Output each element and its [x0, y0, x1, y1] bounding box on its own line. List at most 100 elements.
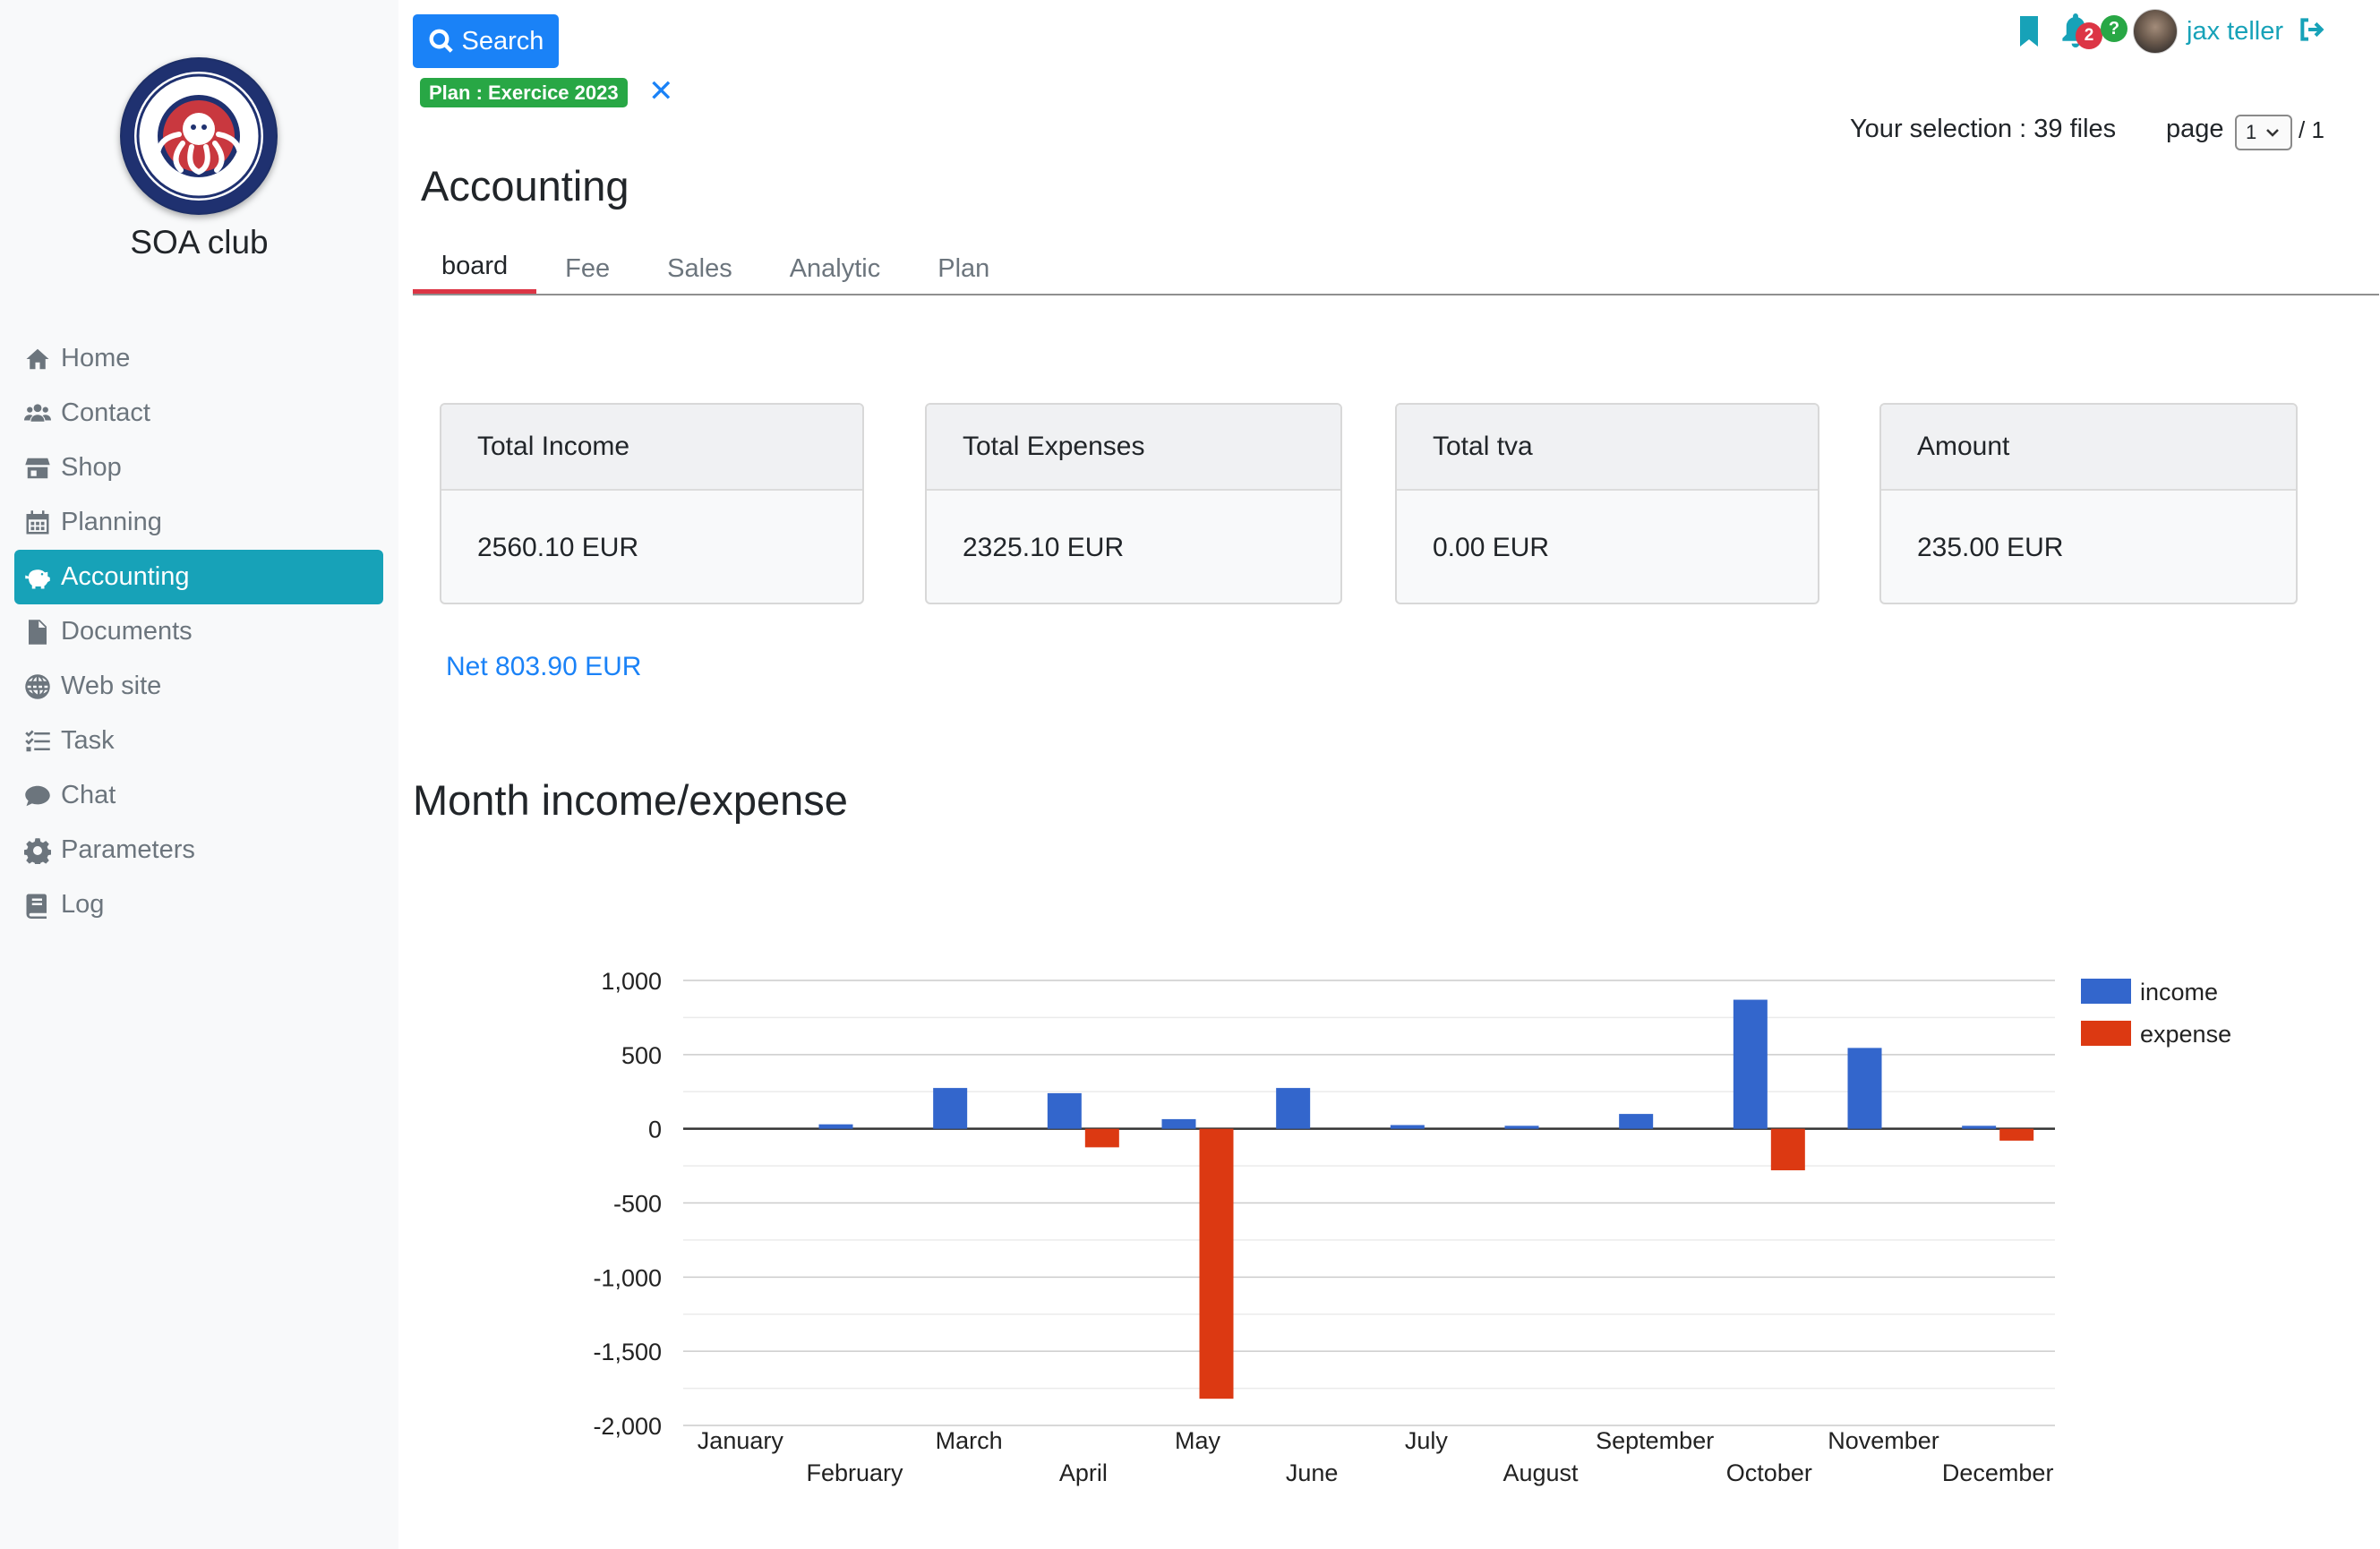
username-link[interactable]: jax teller — [2187, 16, 2283, 46]
bar-expense-october[interactable] — [1770, 1128, 1805, 1171]
search-button[interactable]: Search — [413, 14, 559, 68]
file-icon — [21, 618, 54, 646]
chart-legend: income expense — [2081, 979, 2231, 1048]
sidebar-item-contact[interactable]: Contact — [14, 386, 383, 441]
bar-income-october[interactable] — [1733, 999, 1768, 1129]
sidebar-item-label: Shop — [61, 453, 122, 482]
sidebar-item-accounting[interactable]: Accounting — [14, 550, 383, 604]
search-button-label: Search — [461, 26, 544, 56]
tab-fee[interactable]: Fee — [565, 253, 611, 283]
y-tick-label: 0 — [648, 1117, 662, 1143]
sidebar: SOA club Home Contact Shop Planning Acco… — [0, 0, 398, 1549]
store-icon — [21, 454, 54, 483]
sidebar-item-log[interactable]: Log — [14, 877, 383, 932]
chat-icon — [21, 782, 54, 810]
bar-income-june[interactable] — [1276, 1088, 1311, 1129]
y-tick-label: -1,000 — [593, 1264, 662, 1291]
legend-swatch-income — [2081, 979, 2131, 1004]
sidebar-item-label: Home — [61, 344, 131, 372]
club-name: SOA club — [130, 224, 269, 261]
chart-axes: 1,000 500 0 -500 -1,000 -1,500 -2,000 January Fe… — [593, 968, 2053, 1486]
sidebar-item-planning[interactable]: Planning — [14, 495, 383, 550]
legend-label-income: income — [2140, 979, 2218, 1006]
card-header: Amount — [1881, 405, 2296, 491]
tab-board[interactable]: board — [413, 244, 537, 294]
sidebar-item-shop[interactable]: Shop — [14, 441, 383, 495]
sidebar-nav: Home Contact Shop Planning Accounting Do… — [14, 331, 383, 932]
bar-income-december[interactable] — [1962, 1125, 1997, 1129]
tab-bar: board Fee Sales Analytic Plan — [413, 242, 2379, 295]
bar-income-july[interactable] — [1390, 1125, 1425, 1129]
card-value: 0.00 EUR — [1433, 532, 1550, 562]
page-select-value: 1 — [2246, 121, 2257, 143]
close-icon[interactable]: ✕ — [648, 74, 674, 108]
x-tick-label: May — [1175, 1427, 1221, 1454]
x-tick-label: March — [936, 1427, 1003, 1454]
chevron-down-icon — [2266, 129, 2280, 137]
sidebar-item-parameters[interactable]: Parameters — [14, 823, 383, 877]
tab-plan[interactable]: Plan — [937, 253, 990, 283]
tab-analytic[interactable]: Analytic — [789, 253, 881, 283]
book-icon — [21, 891, 54, 920]
x-tick-label: December — [1942, 1459, 2054, 1486]
bar-income-may[interactable] — [1161, 1118, 1196, 1129]
chart-section-title: Month income/expense — [413, 776, 848, 824]
x-tick-label: November — [1828, 1427, 1939, 1454]
home-icon — [21, 345, 54, 373]
card-value: 235.00 EUR — [1917, 532, 2064, 562]
page-label: page — [2166, 115, 2224, 143]
sidebar-item-chat[interactable]: Chat — [14, 768, 383, 823]
page-title: Accounting — [421, 162, 629, 210]
sidebar-item-home[interactable]: Home — [14, 331, 383, 386]
selection-summary: Your selection : 39 files — [1850, 115, 2117, 143]
gear-icon — [21, 836, 54, 865]
card-value: 2325.10 EUR — [963, 532, 1125, 562]
x-tick-label: July — [1405, 1427, 1449, 1454]
x-tick-label: October — [1726, 1459, 1812, 1486]
club-logo[interactable] — [120, 57, 278, 215]
y-tick-label: 1,000 — [601, 968, 662, 995]
bar-expense-december[interactable] — [1999, 1128, 2034, 1141]
page-select[interactable]: 1 — [2235, 115, 2292, 150]
bar-income-april[interactable] — [1047, 1092, 1082, 1129]
bar-expense-may[interactable] — [1199, 1128, 1234, 1399]
notification-count-badge: 2 — [2076, 22, 2102, 49]
plan-filter-badge: Plan : Exercice 2023 — [420, 78, 628, 107]
search-icon — [429, 29, 453, 53]
bar-income-september[interactable] — [1619, 1114, 1654, 1129]
bar-income-august[interactable] — [1504, 1125, 1539, 1129]
x-tick-label: February — [806, 1459, 903, 1486]
sidebar-item-label: Accounting — [61, 562, 190, 591]
bookmark-icon[interactable] — [2018, 16, 2040, 47]
notifications[interactable]: 2 ? — [2059, 13, 2127, 49]
y-tick-label: -2,000 — [593, 1413, 662, 1440]
legend-label-expense: expense — [2140, 1021, 2231, 1048]
bar-expense-april[interactable] — [1084, 1128, 1119, 1148]
sidebar-item-website[interactable]: Web site — [14, 659, 383, 714]
sidebar-item-label: Web site — [61, 672, 162, 700]
piggy-bank-icon — [21, 563, 54, 592]
chart-bars — [818, 999, 2034, 1399]
tab-sales[interactable]: Sales — [667, 253, 732, 283]
logout-icon[interactable] — [2298, 15, 2326, 48]
chart-grid — [683, 980, 2055, 1426]
sidebar-item-label: Log — [61, 890, 105, 919]
net-amount-link[interactable]: Net 803.90 EUR — [446, 652, 642, 681]
avatar[interactable] — [2133, 9, 2178, 54]
total-income-card: Total Income 2560.10 EUR — [440, 403, 864, 604]
bar-income-march[interactable] — [933, 1088, 968, 1129]
globe-icon — [21, 672, 54, 701]
card-header: Total tva — [1397, 405, 1818, 491]
help-icon[interactable]: ? — [2101, 15, 2127, 42]
total-tva-card: Total tva 0.00 EUR — [1395, 403, 1819, 604]
tasks-icon — [21, 727, 54, 756]
sidebar-item-label: Planning — [61, 508, 162, 536]
bar-income-november[interactable] — [1847, 1048, 1882, 1129]
club-logo-image — [122, 59, 276, 213]
sidebar-item-documents[interactable]: Documents — [14, 604, 383, 659]
bar-income-february[interactable] — [818, 1124, 853, 1129]
calendar-icon — [21, 509, 54, 537]
sidebar-item-task[interactable]: Task — [14, 714, 383, 768]
y-tick-label: -500 — [613, 1191, 662, 1218]
card-header: Total Expenses — [927, 405, 1340, 491]
